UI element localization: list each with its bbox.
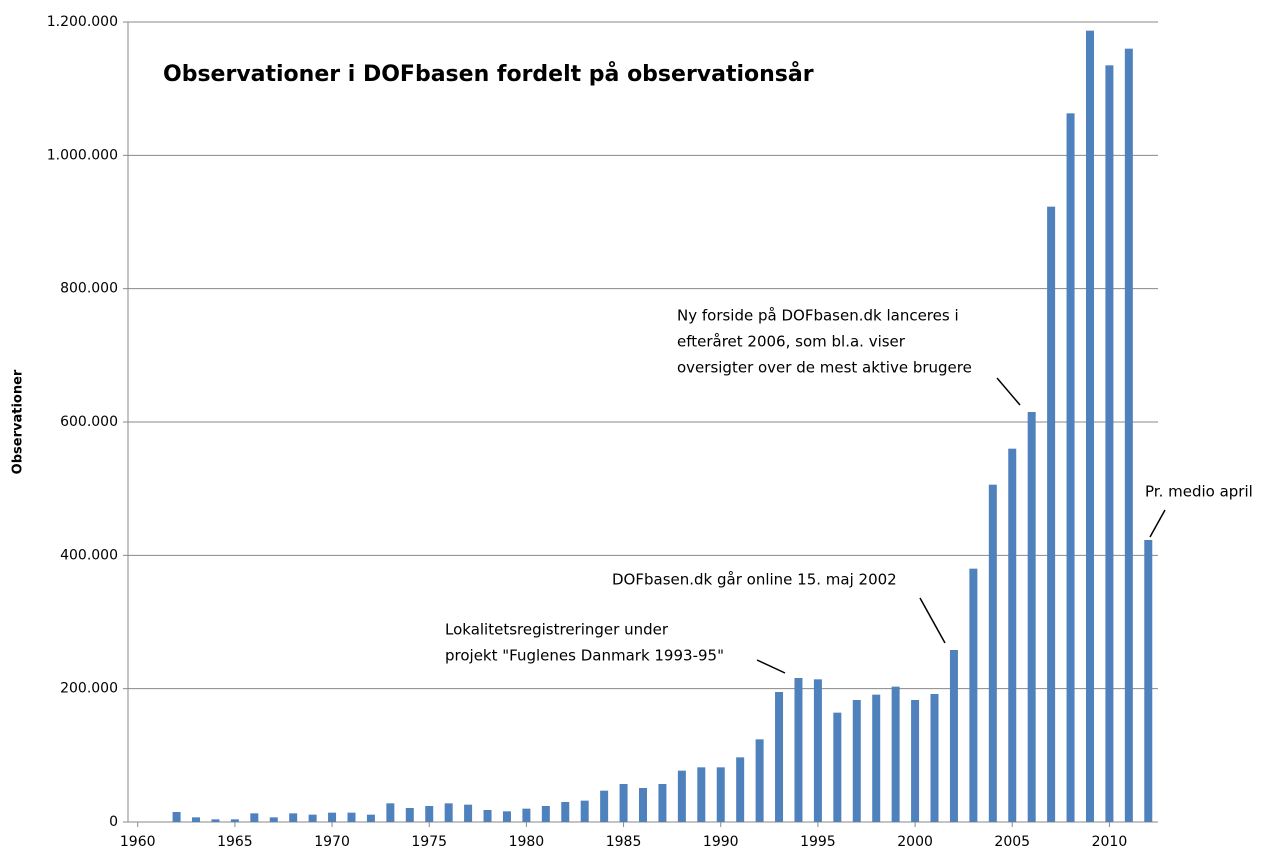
bar [794,678,803,822]
bar [269,817,278,822]
x-tick-label: 1990 [703,834,739,850]
bar [347,812,356,822]
bar [522,808,531,822]
bar [1066,113,1075,823]
bar [483,810,492,822]
annotation: efteråret 2006, som bl.a. viser [677,333,906,351]
bar [833,712,842,822]
annotation: DOFbasen.dk går online 15. maj 2002 [612,571,897,589]
annotation-arrow [996,377,1021,406]
bar [716,767,725,822]
bar [289,813,298,822]
y-tick-label: 200.000 [60,681,118,697]
chart-title: Observationer i DOFbasen fordelt på obse… [163,61,814,87]
bar [1085,30,1094,822]
bar [1144,540,1153,822]
bar [230,819,239,822]
bar [1008,448,1017,822]
bar [561,802,570,822]
y-tick-label: 800.000 [60,281,118,297]
bar [775,692,784,822]
bar [677,770,686,822]
bar [1047,206,1056,822]
bar [541,806,550,822]
bar [386,803,395,822]
x-tick-label: 1970 [314,834,350,850]
bar [813,679,822,822]
bar [308,814,317,822]
bar [250,813,259,822]
annotation-arrow [756,659,786,674]
bar [425,806,434,822]
x-tick-label: 1965 [217,834,253,850]
bar [1105,65,1114,823]
bar [891,686,900,822]
bar [697,767,706,822]
bar [852,700,861,822]
y-tick-label: 400.000 [60,547,118,563]
x-tick-label: 1980 [509,834,545,850]
bar [600,790,609,822]
x-tick-label: 1995 [800,834,836,850]
bar [658,784,667,822]
bar [930,694,939,822]
annotation: Lokalitetsregistreringer under [445,621,669,639]
bar [639,788,647,822]
bar [619,784,628,822]
bar [405,808,414,822]
bar [366,814,375,822]
y-tick-label: 0 [109,814,118,830]
bar [755,739,764,822]
bar [969,568,978,822]
x-tick-label: 2005 [994,834,1030,850]
bar [192,817,201,822]
x-tick-label: 1975 [411,834,447,850]
y-tick-label: 1.200.000 [47,14,118,30]
annotation-arrow [919,597,946,644]
x-tick-label: 2010 [1092,834,1128,850]
annotation-arrow [1149,509,1166,538]
y-tick-label: 1.000.000 [47,147,118,163]
annotation: Ny forside på DOFbasen.dk lanceres i [677,307,959,325]
bar [464,804,473,822]
bar [736,757,745,822]
bar [1124,48,1133,822]
y-axis-label: Observationer [11,369,26,474]
bar [580,800,589,822]
bar [872,694,881,822]
bar [328,812,337,822]
annotation: oversigter over de mest aktive brugere [677,359,972,377]
annotation: projekt "Fuglenes Danmark 1993-95" [445,647,724,665]
annotation: Pr. medio april [1145,483,1253,501]
x-tick-label: 1985 [606,834,642,850]
y-tick-label: 600.000 [60,414,118,430]
bar [211,819,220,822]
bar [1027,412,1036,822]
bar [172,812,181,822]
bar [444,803,453,822]
x-tick-label: 2000 [897,834,933,850]
bar [502,811,511,822]
bar [988,484,997,822]
bar [911,700,920,822]
x-tick-label: 1960 [120,834,156,850]
bar [949,650,958,822]
